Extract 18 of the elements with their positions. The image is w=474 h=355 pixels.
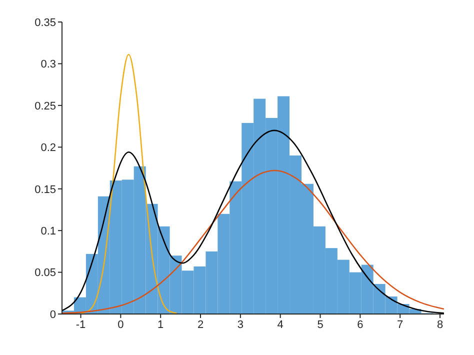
x-tick-label: 2 xyxy=(197,318,204,331)
y-tick-label: 0.2 xyxy=(40,142,56,154)
y-tick-label: 0.05 xyxy=(34,267,56,280)
x-tick-label: 3 xyxy=(237,318,244,331)
x-tick-label: 8 xyxy=(436,318,444,331)
y-tick-label: 0.1 xyxy=(40,225,56,238)
y-tick-label: 0 xyxy=(50,308,56,321)
y-tick-label: 0.35 xyxy=(34,16,56,29)
y-tick-label: 0.25 xyxy=(34,100,56,112)
x-tick-label: 4 xyxy=(277,318,284,331)
x-tick-label: 5 xyxy=(317,318,324,331)
x-tick-label: 1 xyxy=(158,318,164,331)
y-tick-label: 0.3 xyxy=(40,58,56,71)
x-tick-label: 7 xyxy=(397,318,404,331)
x-tick-label: 6 xyxy=(357,318,364,331)
y-tick-label: 0.15 xyxy=(34,184,56,196)
x-tick-label: 0 xyxy=(118,318,124,331)
x-tick-label: -1 xyxy=(76,318,86,331)
